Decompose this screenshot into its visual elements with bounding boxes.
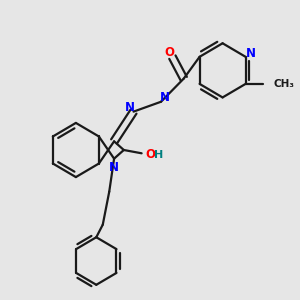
Text: N: N (124, 101, 135, 114)
Text: O: O (146, 148, 156, 161)
Text: CH₃: CH₃ (274, 79, 295, 89)
Text: N: N (245, 47, 255, 60)
Text: N: N (109, 161, 119, 174)
Text: H: H (154, 150, 163, 160)
Text: N: N (160, 91, 170, 104)
Text: O: O (164, 46, 174, 59)
